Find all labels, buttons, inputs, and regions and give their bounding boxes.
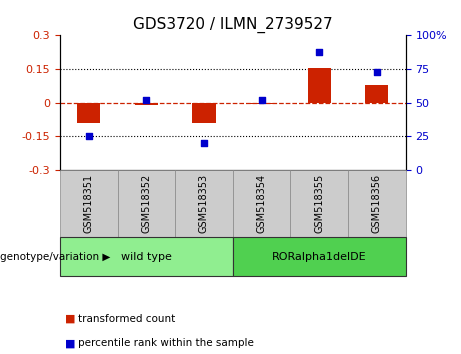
Text: ■: ■ [65,338,75,348]
Text: transformed count: transformed count [78,314,176,324]
Point [142,97,150,103]
Title: GDS3720 / ILMN_2739527: GDS3720 / ILMN_2739527 [133,16,333,33]
Bar [77,103,100,123]
Text: GSM518356: GSM518356 [372,174,382,233]
Point [200,140,207,146]
Point [258,97,266,103]
Bar [365,85,388,103]
Text: GSM518355: GSM518355 [314,174,324,233]
Point [373,69,381,75]
Text: GSM518354: GSM518354 [257,174,266,233]
Text: GSM518352: GSM518352 [142,174,151,233]
Text: ■: ■ [65,314,75,324]
Bar [135,103,158,105]
Text: GSM518351: GSM518351 [84,174,94,233]
Text: GSM518353: GSM518353 [199,174,209,233]
Text: wild type: wild type [121,252,172,262]
Bar [250,103,273,104]
Text: percentile rank within the sample: percentile rank within the sample [78,338,254,348]
Bar [308,68,331,103]
Point [85,133,92,139]
Text: RORalpha1delDE: RORalpha1delDE [272,252,366,262]
Text: genotype/variation ▶: genotype/variation ▶ [0,252,110,262]
Bar [193,103,216,123]
Point [315,49,323,55]
